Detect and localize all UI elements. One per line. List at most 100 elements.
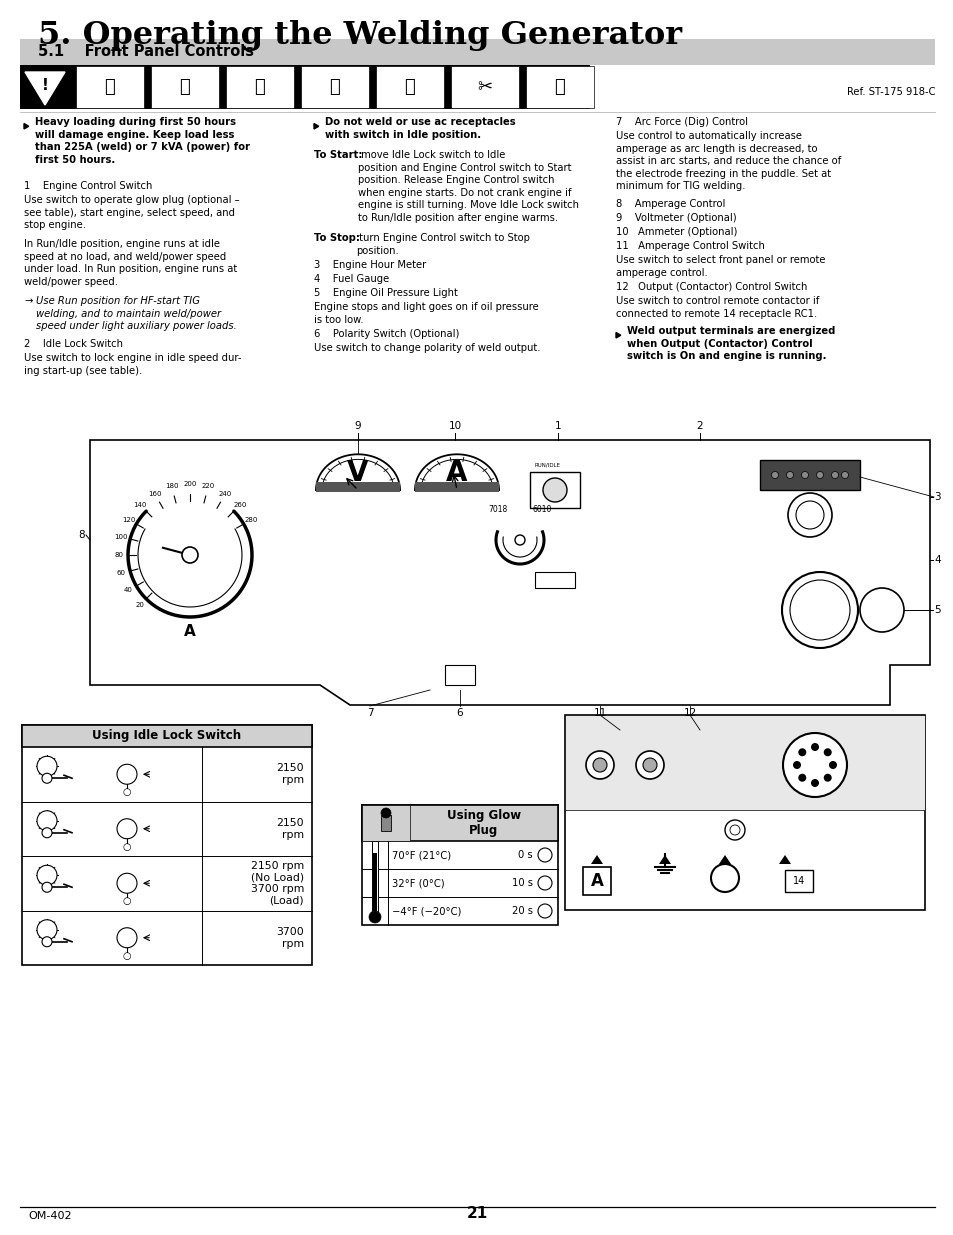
Text: 8    Amperage Control: 8 Amperage Control — [616, 199, 724, 209]
Text: 7018: 7018 — [488, 505, 507, 515]
Text: 11   Amperage Control Switch: 11 Amperage Control Switch — [616, 241, 764, 251]
Text: Use switch to change polarity of weld output.: Use switch to change polarity of weld ou… — [314, 343, 540, 353]
Text: To Start:: To Start: — [314, 149, 362, 161]
Bar — [784, 869, 812, 892]
Text: ✂: ✂ — [476, 78, 492, 96]
Circle shape — [841, 472, 847, 478]
Circle shape — [795, 501, 823, 529]
Text: 180: 180 — [165, 483, 178, 489]
Text: 280: 280 — [245, 516, 258, 522]
Text: 14: 14 — [792, 876, 804, 885]
Text: 👤: 👤 — [554, 78, 565, 96]
Text: 20 s: 20 s — [512, 906, 533, 916]
Text: Use switch to lock engine in idle speed dur-
ing start-up (see table).: Use switch to lock engine in idle speed … — [24, 353, 241, 375]
Circle shape — [828, 761, 836, 769]
Bar — [361, 805, 558, 841]
Text: 160: 160 — [148, 490, 161, 496]
Circle shape — [785, 472, 793, 478]
Text: 120: 120 — [122, 516, 135, 522]
Text: A: A — [446, 459, 467, 487]
Text: 6    Polarity Switch (Optional): 6 Polarity Switch (Optional) — [314, 329, 459, 338]
Circle shape — [642, 758, 657, 772]
Bar — [361, 805, 558, 925]
Circle shape — [369, 911, 380, 923]
Text: 2    Idle Lock Switch: 2 Idle Lock Switch — [24, 338, 123, 350]
Circle shape — [117, 873, 137, 893]
Circle shape — [37, 920, 57, 940]
Circle shape — [724, 820, 744, 840]
Text: Do not weld or use ac receptacles
with switch in Idle position.: Do not weld or use ac receptacles with s… — [325, 117, 515, 140]
Circle shape — [117, 927, 137, 947]
Circle shape — [782, 734, 846, 797]
Bar — [76, 65, 144, 107]
Text: →: → — [24, 296, 32, 306]
Text: 🔥: 🔥 — [179, 78, 191, 96]
Circle shape — [801, 472, 807, 478]
Circle shape — [537, 904, 552, 918]
Text: 8: 8 — [78, 530, 85, 540]
Bar — [415, 482, 498, 492]
Circle shape — [37, 756, 57, 777]
Text: 1    Engine Control Switch: 1 Engine Control Switch — [24, 182, 152, 191]
Text: 21: 21 — [466, 1207, 487, 1221]
Text: ○: ○ — [123, 842, 132, 852]
Text: 2: 2 — [696, 421, 702, 431]
Text: OM-402: OM-402 — [28, 1212, 71, 1221]
Text: 💥: 💥 — [404, 78, 415, 96]
Circle shape — [42, 773, 52, 783]
Text: 200: 200 — [183, 480, 196, 487]
Circle shape — [798, 774, 805, 782]
Bar — [151, 65, 219, 107]
Text: Use switch to select front panel or remote
amperage control.: Use switch to select front panel or remo… — [616, 254, 824, 278]
Text: 32°F (0°C): 32°F (0°C) — [392, 878, 444, 888]
Circle shape — [515, 535, 524, 545]
Bar — [301, 65, 369, 107]
Bar — [373, 853, 376, 911]
Text: 5. Operating the Welding Generator: 5. Operating the Welding Generator — [38, 20, 681, 51]
Text: 5.1    Front Panel Controls: 5.1 Front Panel Controls — [38, 44, 253, 59]
Text: 3    Engine Hour Meter: 3 Engine Hour Meter — [314, 261, 426, 270]
Text: 10 s: 10 s — [512, 878, 533, 888]
Bar — [373, 900, 376, 911]
Circle shape — [822, 774, 831, 782]
Circle shape — [380, 808, 391, 818]
Bar — [582, 867, 610, 895]
Text: 3700
rpm: 3700 rpm — [276, 927, 304, 948]
Text: Use Run position for HF-start TIG
welding, and to maintain weld/power
speed unde: Use Run position for HF-start TIG weldin… — [36, 296, 236, 331]
Circle shape — [182, 547, 198, 563]
Text: 2150
rpm: 2150 rpm — [276, 763, 304, 785]
Text: 4    Fuel Gauge: 4 Fuel Gauge — [314, 274, 389, 284]
Text: 100: 100 — [114, 534, 128, 540]
Text: 5: 5 — [933, 605, 940, 615]
Text: ○: ○ — [123, 787, 132, 798]
Text: 7    Arc Force (Dig) Control: 7 Arc Force (Dig) Control — [616, 117, 747, 127]
Text: 260: 260 — [233, 501, 247, 508]
Bar — [564, 715, 924, 810]
Text: turn Engine Control switch to Stop
position.: turn Engine Control switch to Stop posit… — [355, 233, 529, 256]
Text: ✋: ✋ — [254, 78, 265, 96]
Bar — [361, 805, 410, 841]
Circle shape — [822, 748, 831, 756]
Bar — [373, 878, 376, 911]
Text: 6010: 6010 — [532, 505, 551, 515]
Polygon shape — [90, 440, 929, 705]
Text: 9    Voltmeter (Optional): 9 Voltmeter (Optional) — [616, 212, 736, 224]
Circle shape — [792, 761, 801, 769]
Bar — [530, 472, 579, 508]
Polygon shape — [24, 124, 29, 128]
Circle shape — [781, 572, 857, 648]
Circle shape — [37, 810, 57, 831]
Circle shape — [831, 472, 838, 478]
Circle shape — [729, 825, 740, 835]
Circle shape — [537, 848, 552, 862]
Text: To Stop:: To Stop: — [314, 233, 359, 243]
Text: Using Idle Lock Switch: Using Idle Lock Switch — [92, 730, 241, 742]
Circle shape — [636, 751, 663, 779]
Text: 2150
rpm: 2150 rpm — [276, 818, 304, 840]
Circle shape — [771, 472, 778, 478]
Circle shape — [593, 758, 606, 772]
Text: 7: 7 — [366, 708, 373, 718]
Circle shape — [42, 827, 52, 837]
Text: 12: 12 — [682, 708, 696, 718]
Circle shape — [537, 876, 552, 890]
